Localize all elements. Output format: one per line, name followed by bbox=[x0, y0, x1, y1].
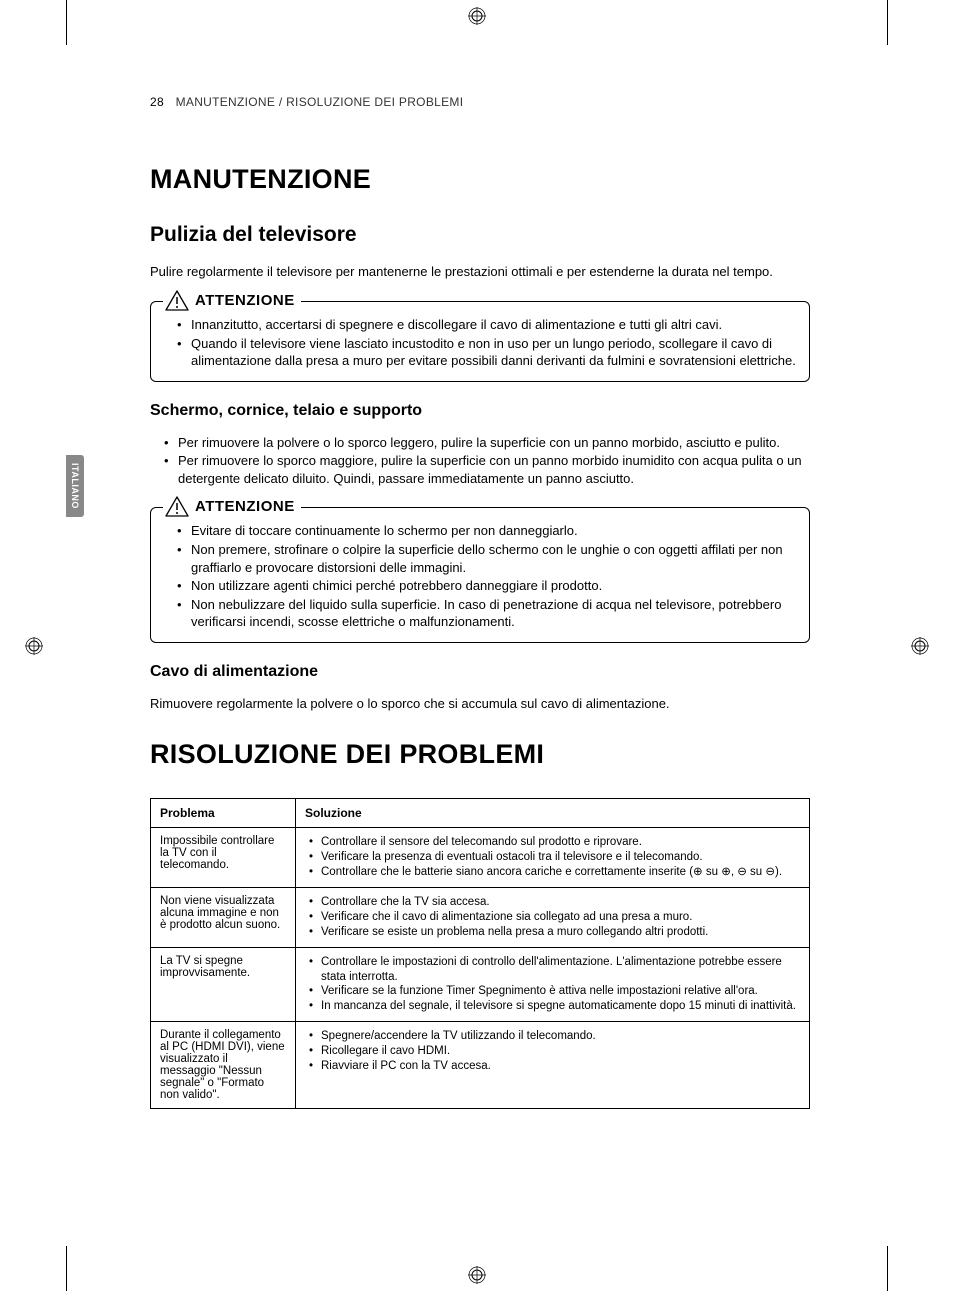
solution-cell: Controllare che la TV sia accesa. Verifi… bbox=[296, 887, 810, 947]
list-item: Verificare che il cavo di alimentazione … bbox=[311, 910, 800, 925]
caution-box-1: ATTENZIONE Innanzitutto, accertarsi di s… bbox=[150, 301, 810, 382]
caution-title: ATTENZIONE bbox=[195, 292, 295, 309]
registration-mark-icon bbox=[468, 7, 486, 25]
list-item: Controllare che le batterie siano ancora… bbox=[311, 865, 800, 880]
problem-cell: Impossibile controllare la TV con il tel… bbox=[151, 827, 296, 887]
table-row: Impossibile controllare la TV con il tel… bbox=[151, 827, 810, 887]
registration-mark-icon bbox=[911, 637, 929, 655]
list-item: Spegnere/accendere la TV utilizzando il … bbox=[311, 1029, 800, 1044]
table-row: Durante il collegamento al PC (HDMI DVI)… bbox=[151, 1022, 810, 1109]
page-header: 28 MANUTENZIONE / RISOLUZIONE DEI PROBLE… bbox=[150, 95, 810, 109]
troubleshoot-table: Problema Soluzione Impossibile controlla… bbox=[150, 798, 810, 1109]
list-item: Innanzitutto, accertarsi di spegnere e d… bbox=[181, 316, 797, 334]
cleaning-intro: Pulire regolarmente il televisore per ma… bbox=[150, 263, 810, 281]
problem-cell: Durante il collegamento al PC (HDMI DVI)… bbox=[151, 1022, 296, 1109]
problem-cell: La TV si spegne improvvisamente. bbox=[151, 947, 296, 1022]
warning-icon bbox=[165, 496, 189, 517]
crop-mark bbox=[887, 1246, 888, 1291]
list-item: Quando il televisore viene lasciato incu… bbox=[181, 335, 797, 370]
header-title: MANUTENZIONE / RISOLUZIONE DEI PROBLEMI bbox=[176, 95, 464, 109]
solution-cell: Controllare le impostazioni di controllo… bbox=[296, 947, 810, 1022]
list-item: Evitare di toccare continuamente lo sche… bbox=[181, 522, 797, 540]
list-item: Non nebulizzare del liquido sulla superf… bbox=[181, 596, 797, 631]
col-problem: Problema bbox=[151, 798, 296, 827]
power-cable-text: Rimuovere regolarmente la polvere o lo s… bbox=[150, 695, 810, 713]
heading-troubleshoot: RISOLUZIONE DEI PROBLEMI bbox=[150, 739, 810, 770]
list-item: Ricollegare il cavo HDMI. bbox=[311, 1044, 800, 1059]
caution-label: ATTENZIONE bbox=[163, 496, 301, 517]
list-item: Verificare la presenza di eventuali osta… bbox=[311, 850, 800, 865]
registration-mark-icon bbox=[25, 637, 43, 655]
screen-list: Per rimuovere la polvere o lo sporco leg… bbox=[150, 434, 810, 488]
list-item: Verificare se esiste un problema nella p… bbox=[311, 925, 800, 940]
table-row: La TV si spegne improvvisamente. Control… bbox=[151, 947, 810, 1022]
list-item: Controllare le impostazioni di controllo… bbox=[311, 955, 800, 985]
crop-mark bbox=[887, 0, 888, 45]
heading-cleaning: Pulizia del televisore bbox=[150, 223, 810, 247]
list-item: Per rimuovere la polvere o lo sporco leg… bbox=[168, 434, 810, 452]
caution-2-list: Evitare di toccare continuamente lo sche… bbox=[163, 522, 797, 630]
language-tab: ITALIANO bbox=[66, 455, 84, 517]
solution-cell: Spegnere/accendere la TV utilizzando il … bbox=[296, 1022, 810, 1109]
list-item: Controllare che la TV sia accesa. bbox=[311, 895, 800, 910]
caution-label: ATTENZIONE bbox=[163, 290, 301, 311]
heading-power-cable: Cavo di alimentazione bbox=[150, 663, 810, 681]
col-solution: Soluzione bbox=[296, 798, 810, 827]
registration-mark-icon bbox=[468, 1266, 486, 1284]
list-item: Controllare il sensore del telecomando s… bbox=[311, 835, 800, 850]
list-item: Non utilizzare agenti chimici perché pot… bbox=[181, 577, 797, 595]
table-row: Non viene visualizzata alcuna immagine e… bbox=[151, 887, 810, 947]
problem-cell: Non viene visualizzata alcuna immagine e… bbox=[151, 887, 296, 947]
crop-mark bbox=[66, 1246, 67, 1291]
warning-icon bbox=[165, 290, 189, 311]
page-content: 28 MANUTENZIONE / RISOLUZIONE DEI PROBLE… bbox=[150, 95, 810, 1109]
solution-cell: Controllare il sensore del telecomando s… bbox=[296, 827, 810, 887]
list-item: Riavviare il PC con la TV accesa. bbox=[311, 1059, 800, 1074]
list-item: Verificare se la funzione Timer Spegnime… bbox=[311, 984, 800, 999]
page-number: 28 bbox=[150, 95, 164, 109]
heading-screen: Schermo, cornice, telaio e supporto bbox=[150, 402, 810, 420]
heading-maintenance: MANUTENZIONE bbox=[150, 164, 810, 195]
caution-1-list: Innanzitutto, accertarsi di spegnere e d… bbox=[163, 316, 797, 370]
table-header-row: Problema Soluzione bbox=[151, 798, 810, 827]
crop-mark bbox=[66, 0, 67, 45]
caution-title: ATTENZIONE bbox=[195, 498, 295, 515]
list-item: Non premere, strofinare o colpire la sup… bbox=[181, 541, 797, 576]
list-item: In mancanza del segnale, il televisore s… bbox=[311, 999, 800, 1014]
caution-box-2: ATTENZIONE Evitare di toccare continuame… bbox=[150, 507, 810, 642]
list-item: Per rimuovere lo sporco maggiore, pulire… bbox=[168, 452, 810, 487]
